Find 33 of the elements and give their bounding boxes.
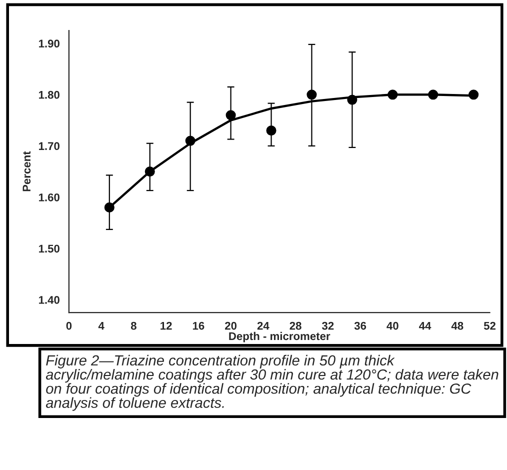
x-tick-label: 48 [451,322,464,330]
point [428,90,438,100]
point [144,166,155,177]
x-tick-label: 36 [354,322,366,330]
x-tick-label: 32 [322,322,334,330]
y-tick-label: 1.80 [39,90,60,99]
x-tick-label: 28 [290,322,302,330]
point [388,90,398,100]
x-tick-label: 52 [484,322,496,330]
x-tick-label: 0 [66,322,72,330]
point [104,202,114,212]
x-tick-label: 40 [386,322,398,330]
point [266,126,276,136]
x-tick-label: 16 [192,322,204,330]
caption: Figure 2—Triazine concentration profile in 50 µm thick acrylic/melamine coatings after 30 min cure at 120°C; data were taken on four coatings of identical composition; analytical technique: GC analysis of toluene extracts. [46,354,498,411]
point [347,94,358,105]
y-axis-title: Percent [22,151,31,192]
y-tick-label: 1.50 [39,244,60,253]
x-tick-label: 4 [98,322,104,330]
y-tick-label: 1.70 [39,142,60,150]
x-tick-label: 44 [419,322,432,330]
y-tick-label: 1.60 [39,193,60,202]
y-tick-label: 1.40 [39,296,60,304]
x-tick-label: 20 [225,322,237,330]
point [226,110,236,120]
point [185,136,196,146]
point [306,90,317,100]
point [468,90,479,100]
x-tick-label: 24 [257,322,270,330]
y-tick-label: 1.90 [39,40,60,48]
x-tick-label: 8 [130,322,136,330]
x-tick-label: 12 [160,322,172,330]
x-axis-title: Depth - micrometer [229,332,330,342]
